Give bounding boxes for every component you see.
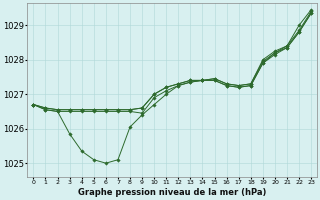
X-axis label: Graphe pression niveau de la mer (hPa): Graphe pression niveau de la mer (hPa)	[78, 188, 267, 197]
